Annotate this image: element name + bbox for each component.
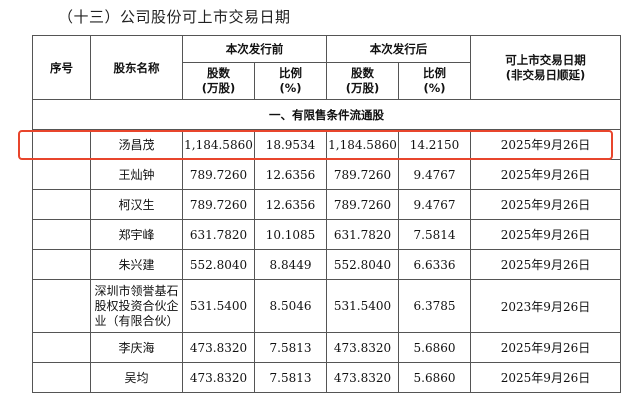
shares-after-cell: 473.8320 xyxy=(326,332,399,363)
trading-date-cell: 2025年9月26日 xyxy=(470,189,621,220)
table-row: 吴均 473.8320 7.5813 473.8320 5.6860 2025年… xyxy=(32,362,621,393)
trading-date-cell: 2025年9月26日 xyxy=(470,129,621,160)
ratio-before-cell: 12.6356 xyxy=(254,159,327,190)
shareholder-name: 王灿钟 xyxy=(90,159,183,190)
shares-after-cell: 531.5400 xyxy=(326,279,399,333)
date-header-note: (非交易日顺延) xyxy=(505,67,586,82)
ratio-before-cell: 7.5813 xyxy=(254,332,327,363)
col-header-before: 本次发行前 xyxy=(182,35,327,63)
seq-cell xyxy=(32,362,91,393)
shares-before-cell: 473.8320 xyxy=(182,362,255,393)
seq-cell xyxy=(32,332,91,363)
trading-date-cell: 2025年9月26日 xyxy=(470,362,621,393)
ratio-label: 比例 xyxy=(423,66,446,80)
col-header-date: 可上市交易日期 (非交易日顺延) xyxy=(470,35,621,100)
shareholder-name: 吴均 xyxy=(90,362,183,393)
seq-cell xyxy=(32,249,91,280)
section-title: 一、有限售条件流通股 xyxy=(32,99,621,130)
shares-before-cell: 631.7820 xyxy=(182,219,255,250)
ratio-after-cell: 5.6860 xyxy=(398,332,471,363)
trading-date-cell: 2025年9月26日 xyxy=(470,219,621,250)
ratio-after-cell: 7.5814 xyxy=(398,219,471,250)
shares-after-cell: 473.8320 xyxy=(326,362,399,393)
ratio-label: 比例 xyxy=(279,66,302,80)
ratio-after-cell: 6.3785 xyxy=(398,279,471,333)
table-row: 郑宇峰 631.7820 10.1085 631.7820 7.5814 202… xyxy=(32,219,621,250)
shareholder-name: 李庆海 xyxy=(90,332,183,363)
table-row: 李庆海 473.8320 7.5813 473.8320 5.6860 2025… xyxy=(32,332,621,363)
shares-unit: (万股) xyxy=(201,81,236,95)
ratio-after-cell: 9.4767 xyxy=(398,189,471,220)
seq-cell xyxy=(32,219,91,250)
shares-before-cell: 531.5400 xyxy=(182,279,255,333)
trading-date-cell: 2025年9月26日 xyxy=(470,249,621,280)
shares-after-cell: 789.7260 xyxy=(326,189,399,220)
ratio-before-cell: 8.5046 xyxy=(254,279,327,333)
ratio-unit: (%) xyxy=(423,81,446,95)
trading-date-cell: 2023年9月26日 xyxy=(470,279,621,333)
table-row: 朱兴建 552.8040 8.8449 552.8040 6.6336 2025… xyxy=(32,249,621,280)
col-header-seq: 序号 xyxy=(32,35,91,100)
table-row: 深圳市领誉基石股权投资合伙企业（有限合伙） 531.5400 8.5046 53… xyxy=(32,279,621,333)
shares-before-cell: 473.8320 xyxy=(182,332,255,363)
trading-date-cell: 2025年9月26日 xyxy=(470,159,621,190)
shareholder-name: 汤昌茂 xyxy=(90,129,183,160)
trading-date-cell: 2025年9月26日 xyxy=(470,332,621,363)
shares-before-cell: 789.7260 xyxy=(182,159,255,190)
ratio-after-cell: 5.6860 xyxy=(398,362,471,393)
shareholder-name: 郑宇峰 xyxy=(90,219,183,250)
section-heading: （十三）公司股份可上市交易日期 xyxy=(58,8,291,26)
highlight-box xyxy=(18,130,613,160)
seq-cell xyxy=(32,279,91,333)
shareholder-name: 柯汉生 xyxy=(90,189,183,220)
shares-unit: (万股) xyxy=(345,81,380,95)
seq-cell xyxy=(32,189,91,220)
shares-after-cell: 552.8040 xyxy=(326,249,399,280)
col-header-ratio-after: 比例 (%) xyxy=(398,62,471,100)
col-header-ratio-before: 比例 (%) xyxy=(254,62,327,100)
col-header-name: 股东名称 xyxy=(90,35,183,100)
col-header-shares-after: 股数 (万股) xyxy=(326,62,399,100)
ratio-before-cell: 10.1085 xyxy=(254,219,327,250)
ratio-before-cell: 12.6356 xyxy=(254,189,327,220)
ratio-after-cell: 9.4767 xyxy=(398,159,471,190)
ratio-after-cell: 6.6336 xyxy=(398,249,471,280)
shares-after-cell: 1,184.5860 xyxy=(326,129,399,160)
shares-after-cell: 631.7820 xyxy=(326,219,399,250)
col-header-shares-before: 股数 (万股) xyxy=(182,62,255,100)
section-row: 一、有限售条件流通股 xyxy=(32,99,621,130)
shares-label: 股数 xyxy=(351,66,374,80)
shares-label: 股数 xyxy=(207,66,230,80)
col-header-after: 本次发行后 xyxy=(326,35,471,63)
shares-before-cell: 789.7260 xyxy=(182,189,255,220)
table-row: 汤昌茂 1,184.5860 18.9534 1,184.5860 14.215… xyxy=(32,129,621,160)
header-row-1: 序号 股东名称 本次发行前 本次发行后 可上市交易日期 (非交易日顺延) xyxy=(32,35,621,100)
shareholder-name: 朱兴建 xyxy=(90,249,183,280)
shareholder-name: 深圳市领誉基石股权投资合伙企业（有限合伙） xyxy=(90,279,183,333)
ratio-unit: (%) xyxy=(279,81,302,95)
table-row: 王灿钟 789.7260 12.6356 789.7260 9.4767 202… xyxy=(32,159,621,190)
share-trading-date-table: 序号 股东名称 本次发行前 本次发行后 可上市交易日期 (非交易日顺延) 股数 … xyxy=(32,35,621,393)
ratio-before-cell: 8.8449 xyxy=(254,249,327,280)
ratio-before-cell: 7.5813 xyxy=(254,362,327,393)
date-header-label: 可上市交易日期 xyxy=(505,52,586,67)
shares-before-cell: 552.8040 xyxy=(182,249,255,280)
seq-cell xyxy=(32,159,91,190)
table-row: 柯汉生 789.7260 12.6356 789.7260 9.4767 202… xyxy=(32,189,621,220)
header-row-2: 股数 (万股) 比例 (%) 股数 (万股) 比例 (%) xyxy=(33,62,621,100)
shares-after-cell: 789.7260 xyxy=(326,159,399,190)
